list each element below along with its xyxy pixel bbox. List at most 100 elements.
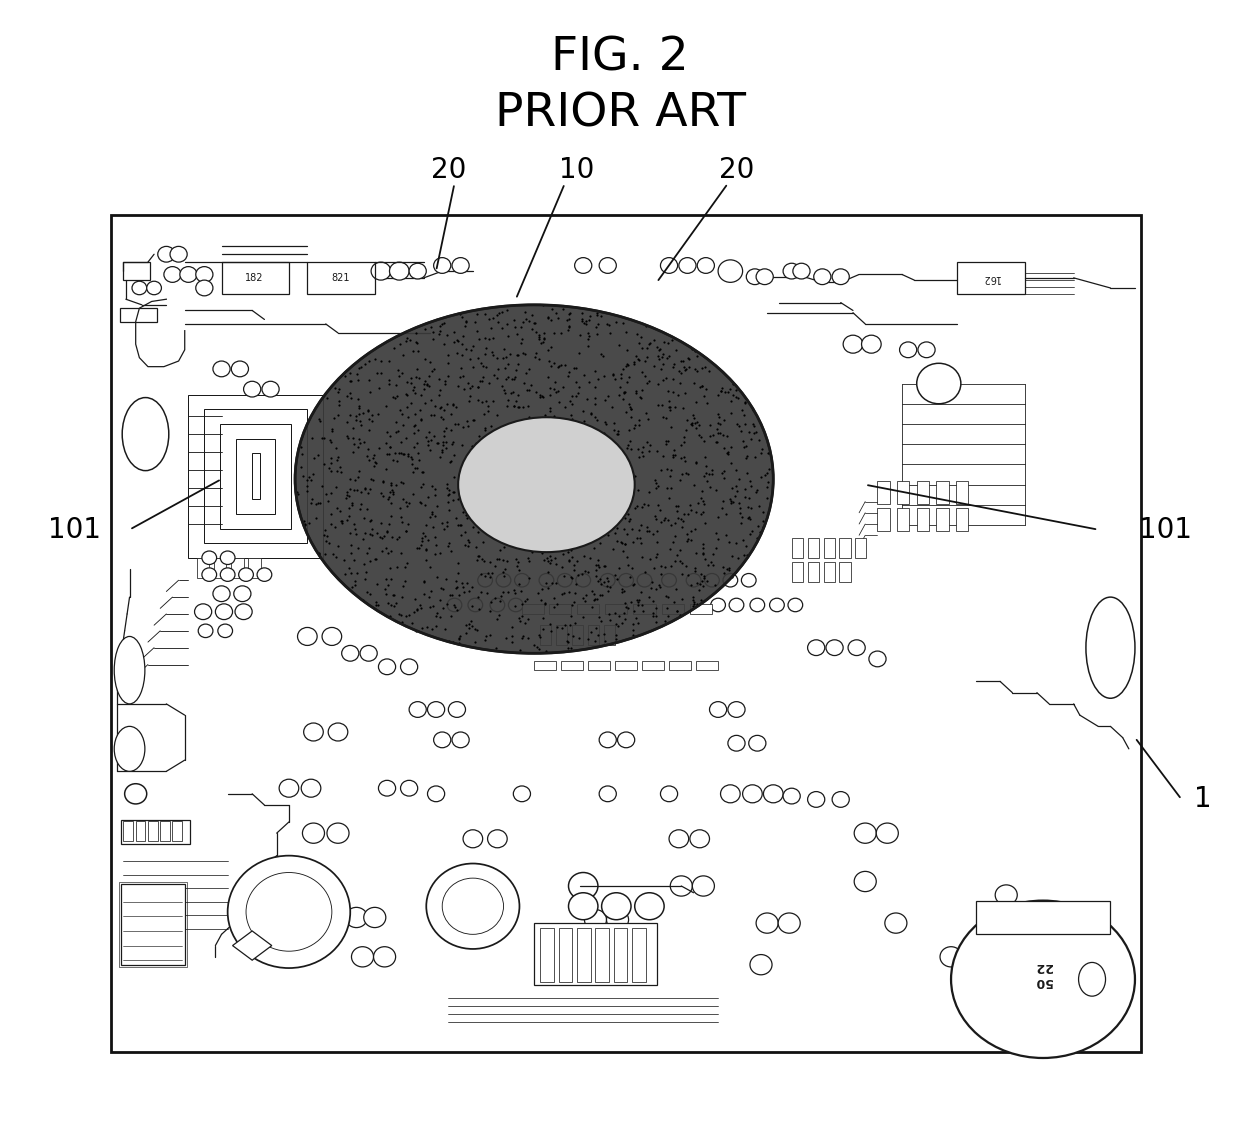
Text: 1: 1 (1194, 785, 1211, 814)
Bar (120, 308, 156, 322)
Circle shape (728, 735, 745, 751)
Point (715, 384, 735, 402)
Point (609, 559, 629, 577)
Point (657, 479, 677, 497)
Point (353, 591, 373, 609)
Point (475, 567, 495, 585)
Point (577, 390, 596, 409)
Point (458, 374, 477, 393)
Point (672, 554, 692, 572)
Bar (956, 509, 968, 530)
Point (404, 378, 424, 396)
Point (548, 310, 568, 328)
Point (546, 373, 565, 391)
Point (708, 509, 728, 527)
Point (653, 371, 673, 389)
Point (737, 446, 756, 464)
Point (614, 389, 634, 407)
Point (417, 618, 436, 636)
Point (348, 468, 368, 486)
Point (712, 382, 732, 401)
Point (397, 497, 417, 516)
Point (758, 464, 777, 483)
Point (376, 397, 396, 415)
Point (341, 384, 361, 402)
Point (680, 351, 699, 369)
Point (418, 531, 438, 550)
Point (508, 386, 528, 404)
Point (588, 370, 608, 388)
Point (429, 386, 449, 404)
Point (298, 471, 317, 489)
Point (615, 610, 635, 628)
Point (469, 600, 489, 618)
Point (621, 439, 641, 457)
Point (358, 539, 378, 558)
Point (640, 442, 660, 460)
Point (440, 586, 460, 604)
Point (656, 431, 676, 450)
Point (657, 599, 677, 617)
Point (407, 434, 427, 452)
Point (446, 398, 466, 417)
Circle shape (236, 604, 252, 619)
Circle shape (807, 640, 825, 655)
Point (646, 510, 666, 528)
Point (513, 627, 533, 645)
Text: 182: 182 (246, 273, 264, 283)
Point (618, 356, 637, 374)
Bar (897, 509, 909, 530)
Point (591, 575, 611, 593)
Point (522, 305, 542, 323)
Point (588, 324, 608, 343)
Point (600, 611, 620, 629)
Point (494, 551, 513, 569)
Point (696, 358, 715, 377)
Point (456, 616, 476, 634)
Point (389, 402, 409, 420)
Point (477, 402, 497, 420)
Circle shape (678, 257, 696, 273)
Point (480, 568, 500, 586)
Point (429, 380, 449, 398)
Point (613, 360, 632, 378)
Point (474, 533, 494, 551)
Point (598, 569, 618, 587)
Point (461, 577, 481, 595)
Point (621, 409, 641, 427)
Point (564, 556, 584, 575)
Point (397, 385, 417, 403)
Point (456, 505, 476, 523)
Point (396, 331, 415, 349)
Point (415, 351, 435, 369)
Point (618, 525, 637, 543)
Point (450, 516, 470, 534)
Point (610, 365, 630, 384)
Point (460, 349, 480, 368)
Point (728, 389, 748, 407)
Point (711, 382, 730, 401)
Bar (124, 820, 133, 841)
Point (529, 386, 549, 404)
Point (717, 505, 737, 523)
Point (734, 438, 754, 456)
Point (448, 553, 467, 571)
Point (476, 393, 496, 411)
Point (616, 355, 636, 373)
Point (438, 395, 458, 413)
Point (703, 427, 723, 445)
Point (398, 607, 418, 625)
Point (703, 545, 723, 563)
Point (646, 608, 666, 626)
Point (477, 584, 497, 602)
Point (629, 351, 649, 369)
Point (619, 368, 639, 386)
Point (489, 550, 508, 568)
Point (658, 607, 678, 625)
Point (360, 526, 379, 544)
Point (496, 370, 516, 388)
Point (470, 427, 490, 445)
Point (463, 337, 482, 355)
Point (746, 423, 766, 442)
Point (471, 566, 491, 584)
